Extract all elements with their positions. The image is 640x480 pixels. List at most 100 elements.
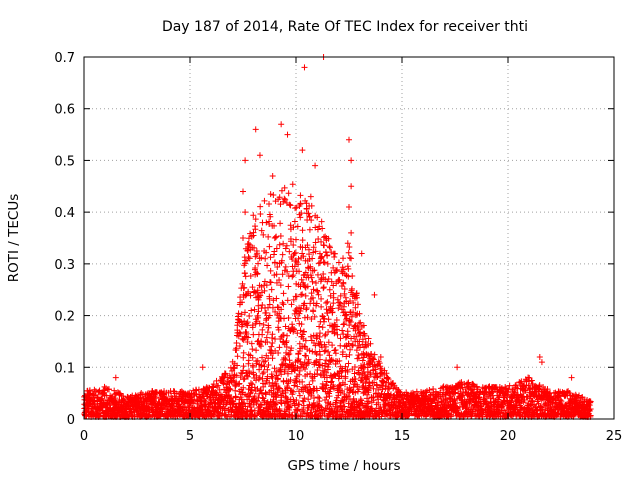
data-point (299, 250, 306, 257)
x-tick-label: 5 (186, 429, 194, 444)
data-point (345, 360, 352, 367)
data-point (289, 255, 296, 262)
data-point (319, 324, 326, 331)
data-point (319, 225, 326, 232)
data-point (257, 292, 264, 299)
data-point (324, 252, 331, 259)
data-point (287, 376, 294, 383)
data-point (152, 395, 159, 402)
data-point (370, 385, 377, 392)
data-point (241, 375, 248, 382)
data-point (241, 270, 248, 277)
data-point (335, 305, 342, 312)
data-point (255, 302, 262, 309)
data-point (232, 387, 239, 394)
data-point (266, 301, 273, 308)
data-point (283, 343, 290, 350)
data-point (138, 389, 145, 396)
data-point (345, 249, 352, 256)
data-point (266, 243, 273, 250)
data-point (352, 327, 359, 334)
data-point (271, 259, 278, 266)
data-point (326, 352, 333, 359)
data-point (239, 370, 246, 377)
data-point (306, 347, 313, 354)
data-point (288, 345, 295, 352)
data-point (342, 373, 349, 380)
data-point (230, 400, 237, 407)
data-point (285, 315, 292, 322)
data-point (325, 275, 332, 282)
data-point (248, 340, 255, 347)
data-point (312, 349, 319, 356)
data-point (316, 223, 323, 230)
data-point (128, 412, 135, 419)
data-point (314, 387, 321, 394)
data-point (367, 371, 374, 378)
data-point (245, 357, 252, 364)
data-point (332, 267, 339, 274)
data-point (242, 157, 249, 164)
data-point (302, 292, 309, 299)
data-point (284, 297, 291, 304)
data-point (304, 242, 311, 249)
data-point (325, 316, 332, 323)
data-point (350, 299, 357, 306)
data-point (253, 248, 260, 255)
data-point (271, 222, 278, 229)
data-point (355, 386, 362, 393)
data-point (276, 310, 283, 317)
y-tick-label: 0.6 (54, 103, 75, 118)
data-point (249, 322, 256, 329)
data-point (256, 374, 263, 381)
data-point (318, 238, 325, 245)
data-point (293, 204, 300, 211)
data-point (292, 236, 299, 243)
data-point (244, 373, 251, 380)
data-point (259, 394, 266, 401)
data-point (371, 291, 378, 298)
data-point (374, 374, 381, 381)
data-point (330, 300, 337, 307)
data-point (325, 235, 332, 242)
data-point (339, 349, 346, 356)
data-point (538, 359, 545, 366)
data-point (354, 301, 361, 308)
data-point (353, 294, 360, 301)
data-point (329, 309, 336, 316)
data-point (306, 226, 313, 233)
data-point (261, 278, 268, 285)
data-point (252, 265, 259, 272)
data-point (338, 368, 345, 375)
data-point (283, 242, 290, 249)
data-point (193, 387, 200, 394)
data-point (265, 233, 272, 240)
data-point (278, 121, 285, 128)
data-point (341, 286, 348, 293)
data-point (287, 361, 294, 368)
data-point (296, 371, 303, 378)
data-point (308, 217, 315, 224)
data-point (291, 325, 298, 332)
data-point (291, 367, 298, 374)
data-point (262, 381, 269, 388)
data-point (314, 287, 321, 294)
data-point (246, 255, 253, 262)
data-point (248, 387, 255, 394)
data-point (347, 319, 354, 326)
data-point (240, 349, 247, 356)
data-point (257, 203, 264, 210)
data-point (280, 378, 287, 385)
data-point (276, 276, 283, 283)
data-point (294, 383, 301, 390)
data-point (252, 126, 259, 133)
data-point (271, 235, 278, 241)
data-point (279, 271, 286, 278)
data-point (301, 300, 308, 307)
data-point (316, 398, 323, 405)
data-point (331, 254, 338, 261)
data-point (250, 331, 257, 338)
data-point (278, 187, 285, 194)
data-point (285, 272, 292, 279)
data-point (256, 341, 263, 348)
